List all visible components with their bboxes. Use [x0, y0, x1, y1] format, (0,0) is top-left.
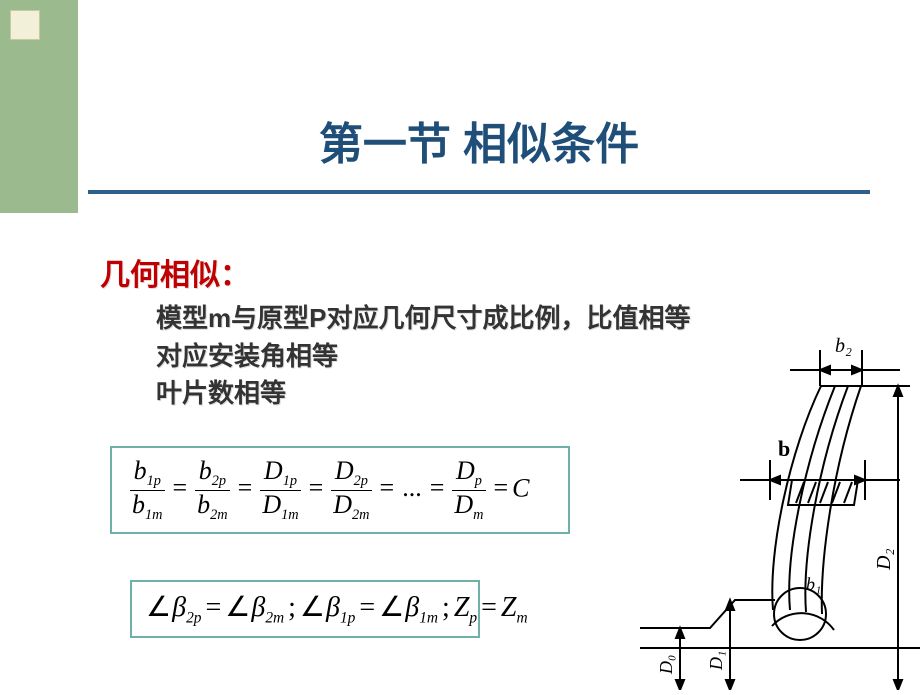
- blade-diagram: b₂ b b₁ D₀: [640, 330, 920, 690]
- equation-box-1: b1pb1m=b2pb2m=D1pD1m=D2pD2m=...=DpDm=C: [110, 446, 570, 534]
- equation-1-content: b1pb1m=b2pb2m=D1pD1m=D2pD2m=...=DpDm=C: [126, 457, 529, 524]
- equation-box-2: ∠β2p=∠β2m;∠β1p=∠β1m;Zp=Zm: [130, 580, 480, 638]
- equation-2-content: ∠β2p=∠β2m;∠β1p=∠β1m;Zp=Zm: [146, 590, 528, 628]
- label-b2: b₂: [835, 335, 852, 357]
- page-title: 第一节 相似条件: [78, 108, 880, 172]
- label-D2: D₂: [873, 549, 895, 571]
- label-D1: D₁: [706, 651, 726, 671]
- section-subtitle: 几何相似：: [100, 250, 890, 294]
- label-b: b: [778, 436, 790, 461]
- title-underline: [88, 190, 870, 194]
- title-area: 第一节 相似条件: [78, 108, 880, 194]
- corner-block: [0, 0, 78, 213]
- corner-square: [10, 10, 40, 40]
- label-D0: D₀: [656, 655, 676, 675]
- label-b1: b₁: [806, 574, 821, 594]
